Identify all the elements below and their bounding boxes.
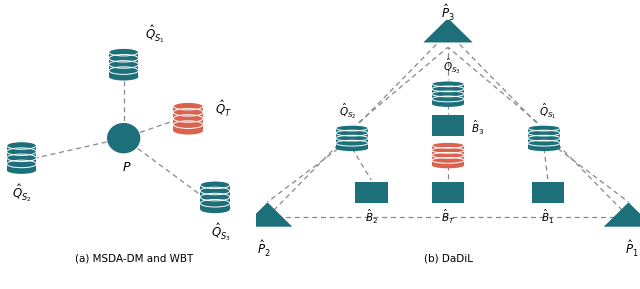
Text: $\hat{B}_T$: $\hat{B}_T$ (441, 208, 455, 226)
Ellipse shape (528, 145, 560, 151)
Text: $\hat{Q}_{T}$: $\hat{Q}_{T}$ (215, 99, 232, 119)
Text: (b) DaDiL: (b) DaDiL (424, 253, 472, 264)
Text: $\hat{Q}_{S_2}$: $\hat{Q}_{S_2}$ (12, 182, 31, 204)
Ellipse shape (528, 125, 560, 131)
Ellipse shape (109, 48, 138, 56)
Polygon shape (355, 182, 388, 203)
Polygon shape (531, 182, 564, 203)
Text: $\hat{B}_1$: $\hat{B}_1$ (541, 208, 554, 226)
Ellipse shape (432, 162, 464, 168)
Ellipse shape (109, 73, 138, 81)
Ellipse shape (336, 145, 368, 151)
Text: $P$: $P$ (122, 162, 131, 175)
Text: $\hat{P}_3$: $\hat{P}_3$ (441, 3, 455, 23)
Text: $\hat{P}_2$: $\hat{P}_2$ (257, 239, 271, 259)
Polygon shape (604, 202, 640, 227)
Polygon shape (7, 146, 36, 170)
Ellipse shape (432, 81, 464, 87)
Polygon shape (243, 202, 292, 227)
Text: $\hat{Q}_{S_1}$: $\hat{Q}_{S_1}$ (145, 23, 165, 45)
Polygon shape (528, 128, 560, 148)
Text: $\hat{P}_1$: $\hat{P}_1$ (625, 239, 639, 259)
Text: $\hat{Q}_{T}$: $\hat{Q}_{T}$ (444, 120, 460, 138)
Polygon shape (109, 52, 138, 77)
Circle shape (107, 123, 140, 153)
Ellipse shape (173, 102, 203, 110)
Text: $\hat{Q}_{S_3}$: $\hat{Q}_{S_3}$ (211, 222, 230, 243)
Ellipse shape (336, 125, 368, 131)
Ellipse shape (6, 142, 36, 149)
Text: $\hat{B}_2$: $\hat{B}_2$ (365, 208, 378, 226)
Polygon shape (432, 145, 464, 165)
Ellipse shape (432, 142, 464, 148)
Ellipse shape (200, 181, 230, 189)
Ellipse shape (6, 166, 36, 174)
Polygon shape (432, 115, 465, 136)
Text: $\hat{Q}_{S_2}$: $\hat{Q}_{S_2}$ (339, 101, 357, 121)
Text: $\hat{Q}_{S_1}$: $\hat{Q}_{S_1}$ (539, 101, 557, 121)
Ellipse shape (173, 127, 203, 135)
Polygon shape (432, 182, 465, 203)
Polygon shape (432, 84, 464, 104)
Ellipse shape (200, 205, 230, 213)
Polygon shape (423, 18, 473, 42)
Text: $\hat{Q}_{S_3}$: $\hat{Q}_{S_3}$ (443, 57, 461, 77)
Polygon shape (200, 185, 230, 209)
Polygon shape (336, 128, 368, 148)
Text: (a) MSDA-DM and WBT: (a) MSDA-DM and WBT (76, 253, 193, 264)
Ellipse shape (432, 101, 464, 107)
Polygon shape (173, 106, 203, 131)
Text: $\hat{B}_3$: $\hat{B}_3$ (471, 119, 484, 137)
